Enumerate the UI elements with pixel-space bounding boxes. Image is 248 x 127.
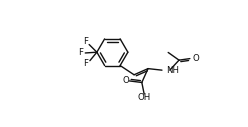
Text: OH: OH [138,93,151,102]
Text: O: O [193,54,200,63]
Text: F: F [83,37,88,46]
Text: F: F [78,49,83,58]
Text: NH: NH [166,66,179,75]
Text: O: O [123,76,130,85]
Text: F: F [84,59,89,68]
